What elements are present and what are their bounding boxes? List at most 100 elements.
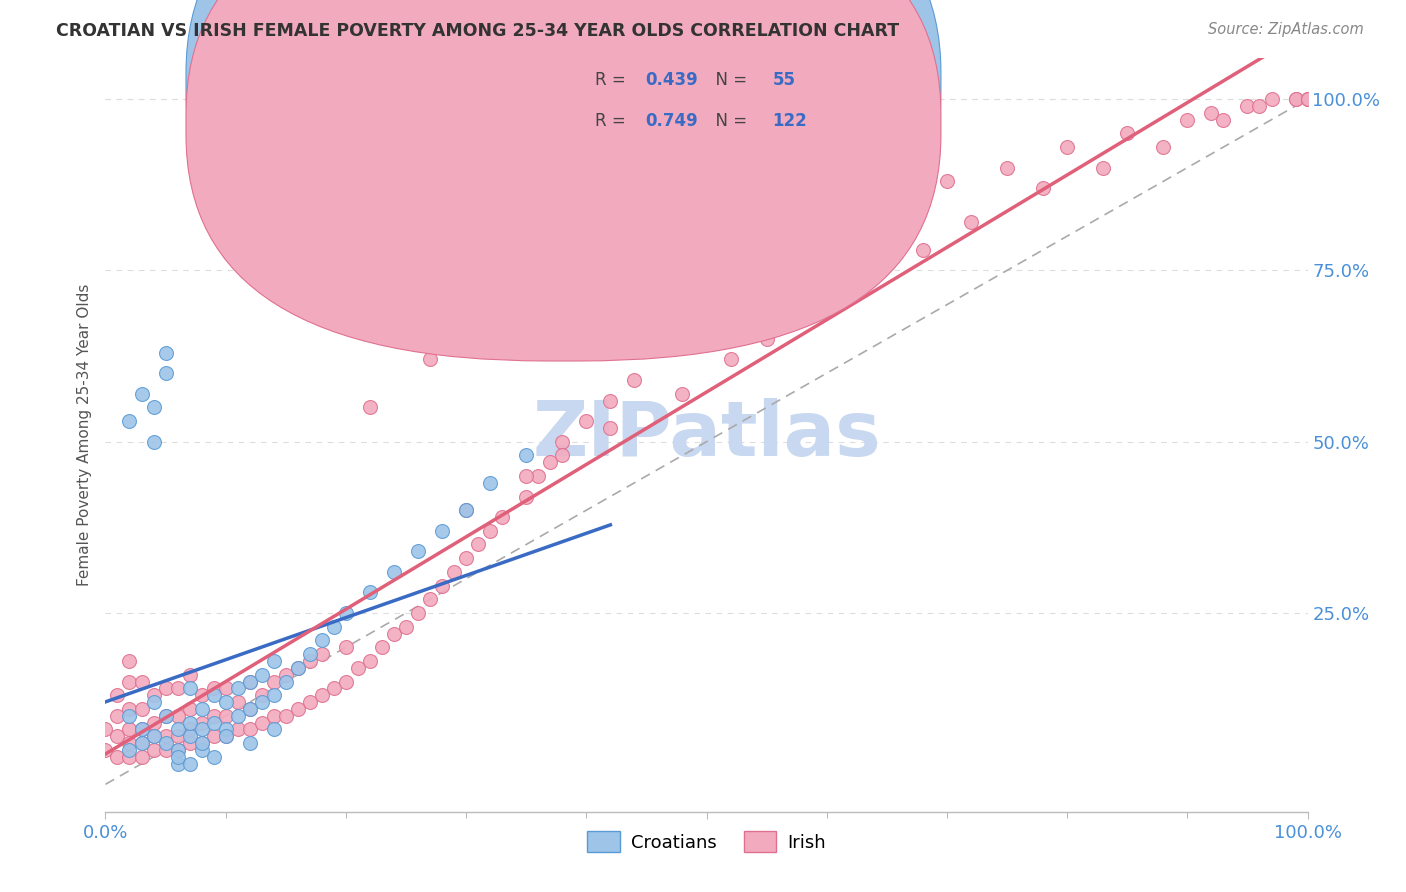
Point bbox=[1249, 99, 1271, 113]
Point bbox=[287, 661, 309, 675]
Point bbox=[166, 750, 188, 764]
Point bbox=[190, 688, 212, 702]
Text: 0.749: 0.749 bbox=[645, 112, 697, 130]
Point bbox=[142, 434, 165, 449]
Point bbox=[166, 723, 188, 737]
Point bbox=[179, 667, 201, 681]
Point bbox=[335, 674, 357, 689]
Point bbox=[406, 544, 429, 558]
Point bbox=[322, 620, 344, 634]
Point bbox=[443, 565, 465, 579]
Point bbox=[226, 723, 249, 737]
Point bbox=[202, 708, 225, 723]
Point bbox=[359, 585, 381, 599]
Point bbox=[226, 695, 249, 709]
Point bbox=[1260, 92, 1282, 106]
Point bbox=[155, 681, 177, 696]
Point bbox=[131, 750, 153, 764]
Point bbox=[250, 715, 273, 730]
Point bbox=[1056, 140, 1078, 154]
Point bbox=[430, 524, 453, 538]
Point bbox=[382, 626, 405, 640]
Point bbox=[239, 674, 262, 689]
Point bbox=[792, 311, 814, 326]
Point bbox=[250, 695, 273, 709]
Point bbox=[311, 688, 333, 702]
Point bbox=[839, 277, 862, 291]
Point bbox=[696, 243, 718, 257]
Point bbox=[876, 181, 898, 195]
Point bbox=[263, 654, 285, 668]
Point bbox=[118, 743, 141, 757]
Point bbox=[190, 702, 212, 716]
Text: 122: 122 bbox=[773, 112, 807, 130]
Point bbox=[202, 688, 225, 702]
Text: R =: R = bbox=[595, 70, 631, 89]
Point bbox=[166, 730, 188, 744]
Point bbox=[107, 730, 129, 744]
Point bbox=[118, 654, 141, 668]
Point bbox=[166, 743, 188, 757]
Point bbox=[274, 667, 297, 681]
Point bbox=[395, 620, 418, 634]
Point bbox=[155, 345, 177, 359]
Point bbox=[623, 373, 645, 387]
Point bbox=[155, 730, 177, 744]
Text: CROATIAN VS IRISH FEMALE POVERTY AMONG 25-34 YEAR OLDS CORRELATION CHART: CROATIAN VS IRISH FEMALE POVERTY AMONG 2… bbox=[56, 22, 900, 40]
Point bbox=[190, 736, 212, 750]
Point bbox=[359, 401, 381, 415]
Point bbox=[239, 674, 262, 689]
Text: R =: R = bbox=[595, 112, 631, 130]
Point bbox=[214, 730, 236, 744]
Text: ZIPatlas: ZIPatlas bbox=[533, 398, 880, 472]
Point bbox=[118, 723, 141, 737]
Point bbox=[239, 736, 262, 750]
Point bbox=[214, 723, 236, 737]
Point bbox=[118, 736, 141, 750]
Point bbox=[322, 681, 344, 696]
Point bbox=[131, 736, 153, 750]
Point bbox=[155, 736, 177, 750]
Point bbox=[1201, 105, 1223, 120]
Text: 55: 55 bbox=[773, 70, 796, 89]
Point bbox=[1175, 112, 1198, 127]
Point bbox=[454, 551, 477, 566]
Point bbox=[94, 743, 117, 757]
Point bbox=[179, 736, 201, 750]
Point bbox=[131, 723, 153, 737]
Point bbox=[298, 647, 321, 661]
Point bbox=[131, 702, 153, 716]
Point bbox=[202, 750, 225, 764]
Point bbox=[179, 730, 201, 744]
Point bbox=[239, 723, 262, 737]
Point bbox=[454, 332, 477, 346]
Point bbox=[155, 708, 177, 723]
Point bbox=[226, 681, 249, 696]
Point bbox=[274, 674, 297, 689]
Point bbox=[263, 723, 285, 737]
Point bbox=[1212, 112, 1234, 127]
Point bbox=[515, 469, 537, 483]
Point bbox=[311, 633, 333, 648]
Point bbox=[960, 215, 983, 229]
Point bbox=[107, 688, 129, 702]
Point bbox=[575, 284, 598, 298]
Point bbox=[1116, 126, 1139, 140]
Point bbox=[131, 723, 153, 737]
Point bbox=[166, 708, 188, 723]
Point bbox=[599, 393, 621, 408]
FancyBboxPatch shape bbox=[186, 0, 941, 361]
Point bbox=[995, 161, 1018, 175]
Point bbox=[720, 352, 742, 367]
Point bbox=[467, 537, 489, 551]
Point bbox=[202, 730, 225, 744]
Point bbox=[287, 661, 309, 675]
Point bbox=[142, 401, 165, 415]
Text: 0.439: 0.439 bbox=[645, 70, 697, 89]
Y-axis label: Female Poverty Among 25-34 Year Olds: Female Poverty Among 25-34 Year Olds bbox=[76, 284, 91, 586]
Point bbox=[636, 256, 658, 270]
Point bbox=[190, 723, 212, 737]
Point bbox=[118, 750, 141, 764]
Point bbox=[311, 647, 333, 661]
Point bbox=[551, 434, 574, 449]
